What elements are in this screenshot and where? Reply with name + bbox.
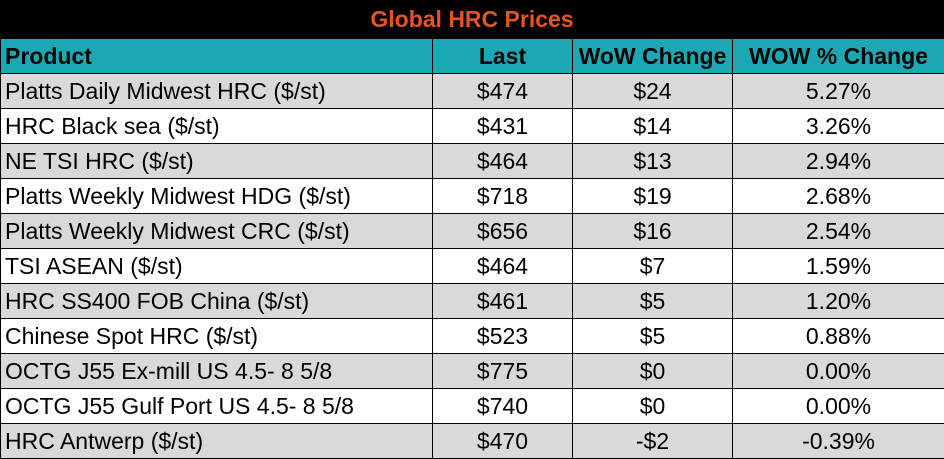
cell-product: OCTG J55 Ex-mill US 4.5- 8 5/8 <box>1 354 433 389</box>
cell-wow-change: $5 <box>573 284 733 319</box>
cell-last: $656 <box>433 214 573 249</box>
cell-wow-change: $0 <box>573 389 733 424</box>
header-row: Product Last WoW Change WOW % Change <box>1 39 944 74</box>
column-header-product: Product <box>1 39 433 74</box>
cell-product: NE TSI HRC ($/st) <box>1 144 433 179</box>
cell-wow-change: $14 <box>573 109 733 144</box>
cell-product: Chinese Spot HRC ($/st) <box>1 319 433 354</box>
price-table: Product Last WoW Change WOW % Change Pla… <box>0 38 944 459</box>
cell-product: HRC Black sea ($/st) <box>1 109 433 144</box>
cell-last: $461 <box>433 284 573 319</box>
cell-wow-change: $0 <box>573 354 733 389</box>
cell-wow-pct-change: 2.94% <box>733 144 944 179</box>
cell-product: TSI ASEAN ($/st) <box>1 249 433 284</box>
table-title: Global HRC Prices <box>370 0 573 38</box>
cell-wow-change: $7 <box>573 249 733 284</box>
column-header-wow-change: WoW Change <box>573 39 733 74</box>
cell-wow-change: $19 <box>573 179 733 214</box>
cell-last: $474 <box>433 74 573 109</box>
cell-last: $718 <box>433 179 573 214</box>
cell-last: $523 <box>433 319 573 354</box>
cell-wow-pct-change: 3.26% <box>733 109 944 144</box>
cell-last: $464 <box>433 249 573 284</box>
cell-wow-change: $5 <box>573 319 733 354</box>
cell-last: $740 <box>433 389 573 424</box>
cell-wow-pct-change: 0.00% <box>733 354 944 389</box>
column-header-wow-pct-change: WOW % Change <box>733 39 944 74</box>
cell-product: Platts Daily Midwest HRC ($/st) <box>1 74 433 109</box>
cell-wow-pct-change: 0.00% <box>733 389 944 424</box>
cell-last: $775 <box>433 354 573 389</box>
cell-product: HRC Antwerp ($/st) <box>1 424 433 459</box>
title-bar: Global HRC Prices <box>0 0 944 38</box>
cell-product: Platts Weekly Midwest CRC ($/st) <box>1 214 433 249</box>
cell-product: Platts Weekly Midwest HDG ($/st) <box>1 179 433 214</box>
cell-wow-pct-change: 0.88% <box>733 319 944 354</box>
cell-last: $464 <box>433 144 573 179</box>
cell-product: HRC SS400 FOB China ($/st) <box>1 284 433 319</box>
cell-wow-change: $24 <box>573 74 733 109</box>
cell-product: OCTG J55 Gulf Port US 4.5- 8 5/8 <box>1 389 433 424</box>
cell-wow-pct-change: 2.68% <box>733 179 944 214</box>
cell-wow-pct-change: 1.20% <box>733 284 944 319</box>
cell-wow-change: -$2 <box>573 424 733 459</box>
cell-last: $431 <box>433 109 573 144</box>
cell-wow-change: $13 <box>573 144 733 179</box>
table-row: HRC Antwerp ($/st)$470-$2-0.39% <box>1 424 944 459</box>
cell-wow-change: $16 <box>573 214 733 249</box>
cell-wow-pct-change: -0.39% <box>733 424 944 459</box>
cell-wow-pct-change: 5.27% <box>733 74 944 109</box>
cell-wow-pct-change: 1.59% <box>733 249 944 284</box>
column-header-last: Last <box>433 39 573 74</box>
cell-last: $470 <box>433 424 573 459</box>
cell-wow-pct-change: 2.54% <box>733 214 944 249</box>
